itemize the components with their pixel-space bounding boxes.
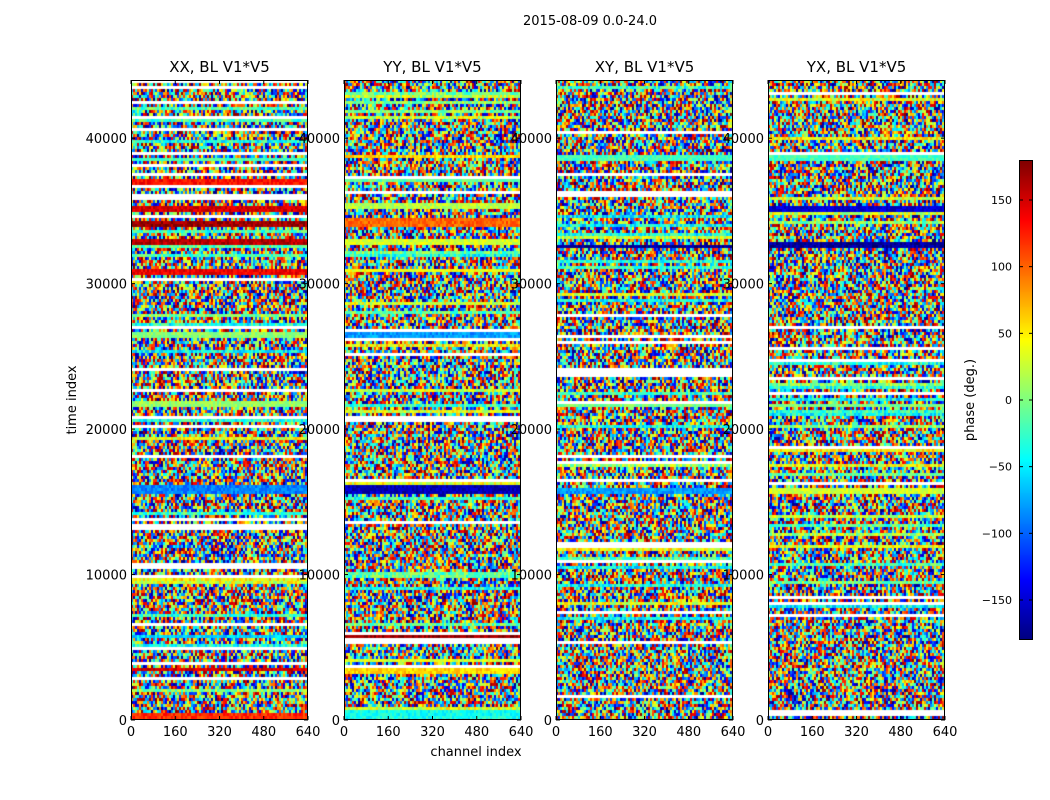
y-tick-label: 40000 <box>86 132 127 147</box>
y-tick-label: 0 <box>544 714 552 729</box>
x-tick-label: 480 <box>464 725 489 740</box>
y-tick-label: 10000 <box>511 569 552 584</box>
colorbar-tick-label: −100 <box>982 527 1012 540</box>
y-tick-label: 20000 <box>723 423 764 438</box>
x-tick-label: 480 <box>251 725 276 740</box>
x-tick-label: 0 <box>340 725 348 740</box>
y-tick-label: 10000 <box>86 569 127 584</box>
colorbar-tick-label: −150 <box>982 594 1012 607</box>
panel-title-yx: YX, BL V1*V5 <box>806 58 907 76</box>
x-tick-label: 320 <box>632 725 657 740</box>
y-tick-label: 0 <box>756 714 764 729</box>
colorbar-tick-label: 0 <box>1005 394 1012 407</box>
heatmap-yx <box>768 80 945 720</box>
heatmap-yy <box>344 80 521 720</box>
x-tick-label: 0 <box>764 725 772 740</box>
panel-frame <box>556 80 733 720</box>
colorbar-gradient <box>1019 160 1033 640</box>
x-tick-label: 160 <box>376 725 401 740</box>
panel-frame <box>344 80 521 720</box>
x-tick-label: 480 <box>888 725 913 740</box>
x-tick-label: 160 <box>163 725 188 740</box>
x-tick-label: 640 <box>721 725 746 740</box>
panel-title-yy: YY, BL V1*V5 <box>383 58 482 76</box>
y-tick-label: 40000 <box>299 132 340 147</box>
y-tick-label: 30000 <box>299 278 340 293</box>
colorbar-tick-label: 50 <box>998 327 1012 340</box>
panel-title-xy: XY, BL V1*V5 <box>594 58 695 76</box>
panel-frame <box>131 80 308 720</box>
colorbar-label: phase (deg.) <box>963 359 978 441</box>
x-tick-label: 640 <box>296 725 321 740</box>
x-tick-label: 320 <box>207 725 232 740</box>
y-tick-label: 30000 <box>511 278 552 293</box>
panel-title-xx: XX, BL V1*V5 <box>169 58 270 76</box>
y-tick-label: 20000 <box>299 423 340 438</box>
x-tick-label: 320 <box>844 725 869 740</box>
y-tick-label: 20000 <box>86 423 127 438</box>
x-tick-label: 640 <box>509 725 534 740</box>
y-tick-label: 30000 <box>86 278 127 293</box>
x-tick-label: 0 <box>127 725 135 740</box>
y-tick-label: 40000 <box>511 132 552 147</box>
y-tick-label: 30000 <box>723 278 764 293</box>
y-tick-label: 10000 <box>299 569 340 584</box>
heatmap-xy <box>556 80 733 720</box>
y-axis-label: time index <box>65 365 80 434</box>
y-tick-label: 0 <box>119 714 127 729</box>
x-axis-label: channel index <box>430 745 521 760</box>
colorbar-tick-label: −50 <box>989 461 1012 474</box>
x-tick-label: 160 <box>588 725 613 740</box>
panel-frame <box>768 80 945 720</box>
colorbar-tick-label: 100 <box>991 261 1012 274</box>
colorbar-tick-label: 150 <box>991 194 1012 207</box>
x-tick-label: 0 <box>552 725 560 740</box>
x-tick-label: 480 <box>676 725 701 740</box>
heatmap-xx <box>131 80 308 720</box>
y-tick-label: 10000 <box>723 569 764 584</box>
x-tick-label: 160 <box>800 725 825 740</box>
x-tick-label: 320 <box>420 725 445 740</box>
y-tick-label: 20000 <box>511 423 552 438</box>
y-tick-label: 0 <box>332 714 340 729</box>
figure-suptitle: 2015-08-09 0.0-24.0 <box>523 14 657 29</box>
y-tick-label: 40000 <box>723 132 764 147</box>
x-tick-label: 640 <box>933 725 958 740</box>
